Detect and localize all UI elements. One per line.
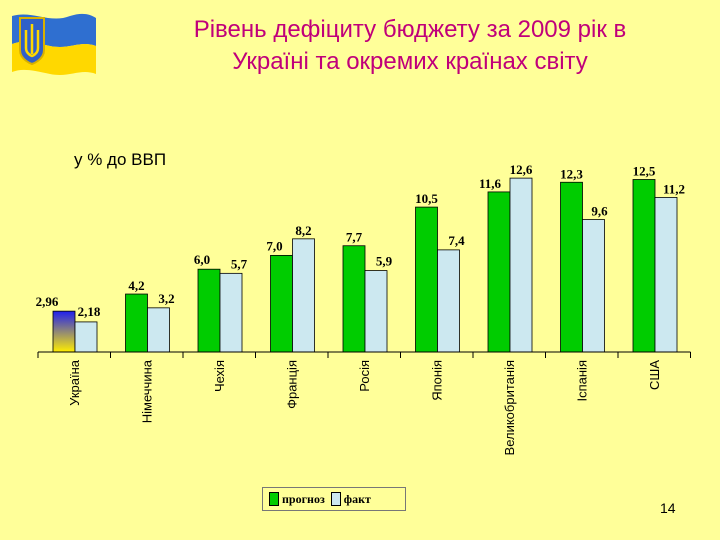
bar-forecast-2 — [197, 268, 221, 353]
value-label-forecast-6: 11,6 — [479, 176, 502, 191]
value-label-actual-5: 7,4 — [448, 233, 465, 248]
bar-actual-0 — [74, 321, 98, 353]
category-label-0: Україна — [67, 359, 82, 406]
category-label-1: Німеччина — [140, 359, 155, 423]
bar-forecast-7 — [560, 181, 583, 353]
value-label-actual-8: 11,2 — [663, 181, 685, 196]
bar-actual-3 — [292, 238, 315, 353]
value-label-actual-4: 5,9 — [376, 254, 393, 269]
category-label-3: Франція — [285, 360, 300, 409]
value-label-forecast-8: 12,5 — [633, 164, 656, 179]
value-label-forecast-5: 10,5 — [415, 191, 438, 206]
value-label-forecast-3: 7,0 — [266, 238, 282, 253]
bar-actual-5 — [437, 249, 460, 353]
bar-actual-6 — [509, 177, 533, 353]
category-label-5: Японія — [430, 360, 445, 401]
bar-actual-1 — [147, 307, 170, 353]
category-label-6: Великобританія — [502, 360, 517, 455]
value-label-actual-3: 8,2 — [295, 223, 311, 238]
value-label-actual-2: 5,7 — [231, 256, 248, 271]
bar-forecast-1 — [125, 293, 148, 353]
legend-label-actual: факт — [343, 491, 371, 506]
bar-forecast-6 — [487, 191, 511, 353]
ukraine-flag-coat-of-arms-icon — [12, 13, 96, 75]
chart-legend: прогноз факт — [262, 487, 406, 511]
bar-forecast-4 — [342, 245, 366, 353]
category-label-4: Росія — [357, 360, 372, 392]
bar-actual-2 — [219, 272, 243, 353]
value-label-actual-0: 2,18 — [78, 304, 101, 319]
value-label-actual-1: 3,2 — [158, 291, 174, 306]
bar-actual-7 — [582, 219, 605, 353]
category-label-8: США — [647, 360, 662, 390]
slide-title: Рівень дефіциту бюджету за 2009 рік в Ук… — [110, 14, 710, 78]
bar-forecast-5 — [415, 206, 438, 353]
legend-swatch-forecast — [269, 492, 279, 506]
bar-forecast-8 — [632, 179, 656, 353]
bar-actual-4 — [364, 270, 388, 353]
value-label-actual-6: 12,6 — [510, 162, 533, 177]
slide-title-line1: Рівень дефіциту бюджету за 2009 рік в — [193, 16, 627, 43]
slide-title-line2: Україні та окремих країнах світу — [232, 48, 588, 75]
value-label-forecast-4: 7,7 — [346, 230, 363, 245]
legend-swatch-actual — [330, 492, 341, 506]
bar-actual-8 — [654, 197, 678, 353]
bar-forecast-0 — [52, 310, 76, 353]
category-label-2: Чехія — [212, 360, 227, 392]
legend-label-forecast: прогноз — [282, 491, 325, 506]
value-label-forecast-7: 12,3 — [560, 166, 583, 181]
bar-forecast-3 — [270, 254, 293, 353]
value-label-forecast-2: 6,0 — [194, 252, 210, 267]
chart-subtitle: у % до ВВП — [74, 150, 167, 169]
value-label-forecast-0: 2,96 — [36, 294, 59, 309]
value-label-forecast-1: 4,2 — [128, 278, 144, 293]
category-label-7: Іспанія — [575, 360, 590, 402]
value-label-actual-7: 9,6 — [591, 204, 608, 219]
legend-item-actual: факт — [330, 491, 371, 507]
page-number: 14 — [660, 500, 676, 516]
legend-item-forecast: прогноз — [269, 492, 325, 507]
